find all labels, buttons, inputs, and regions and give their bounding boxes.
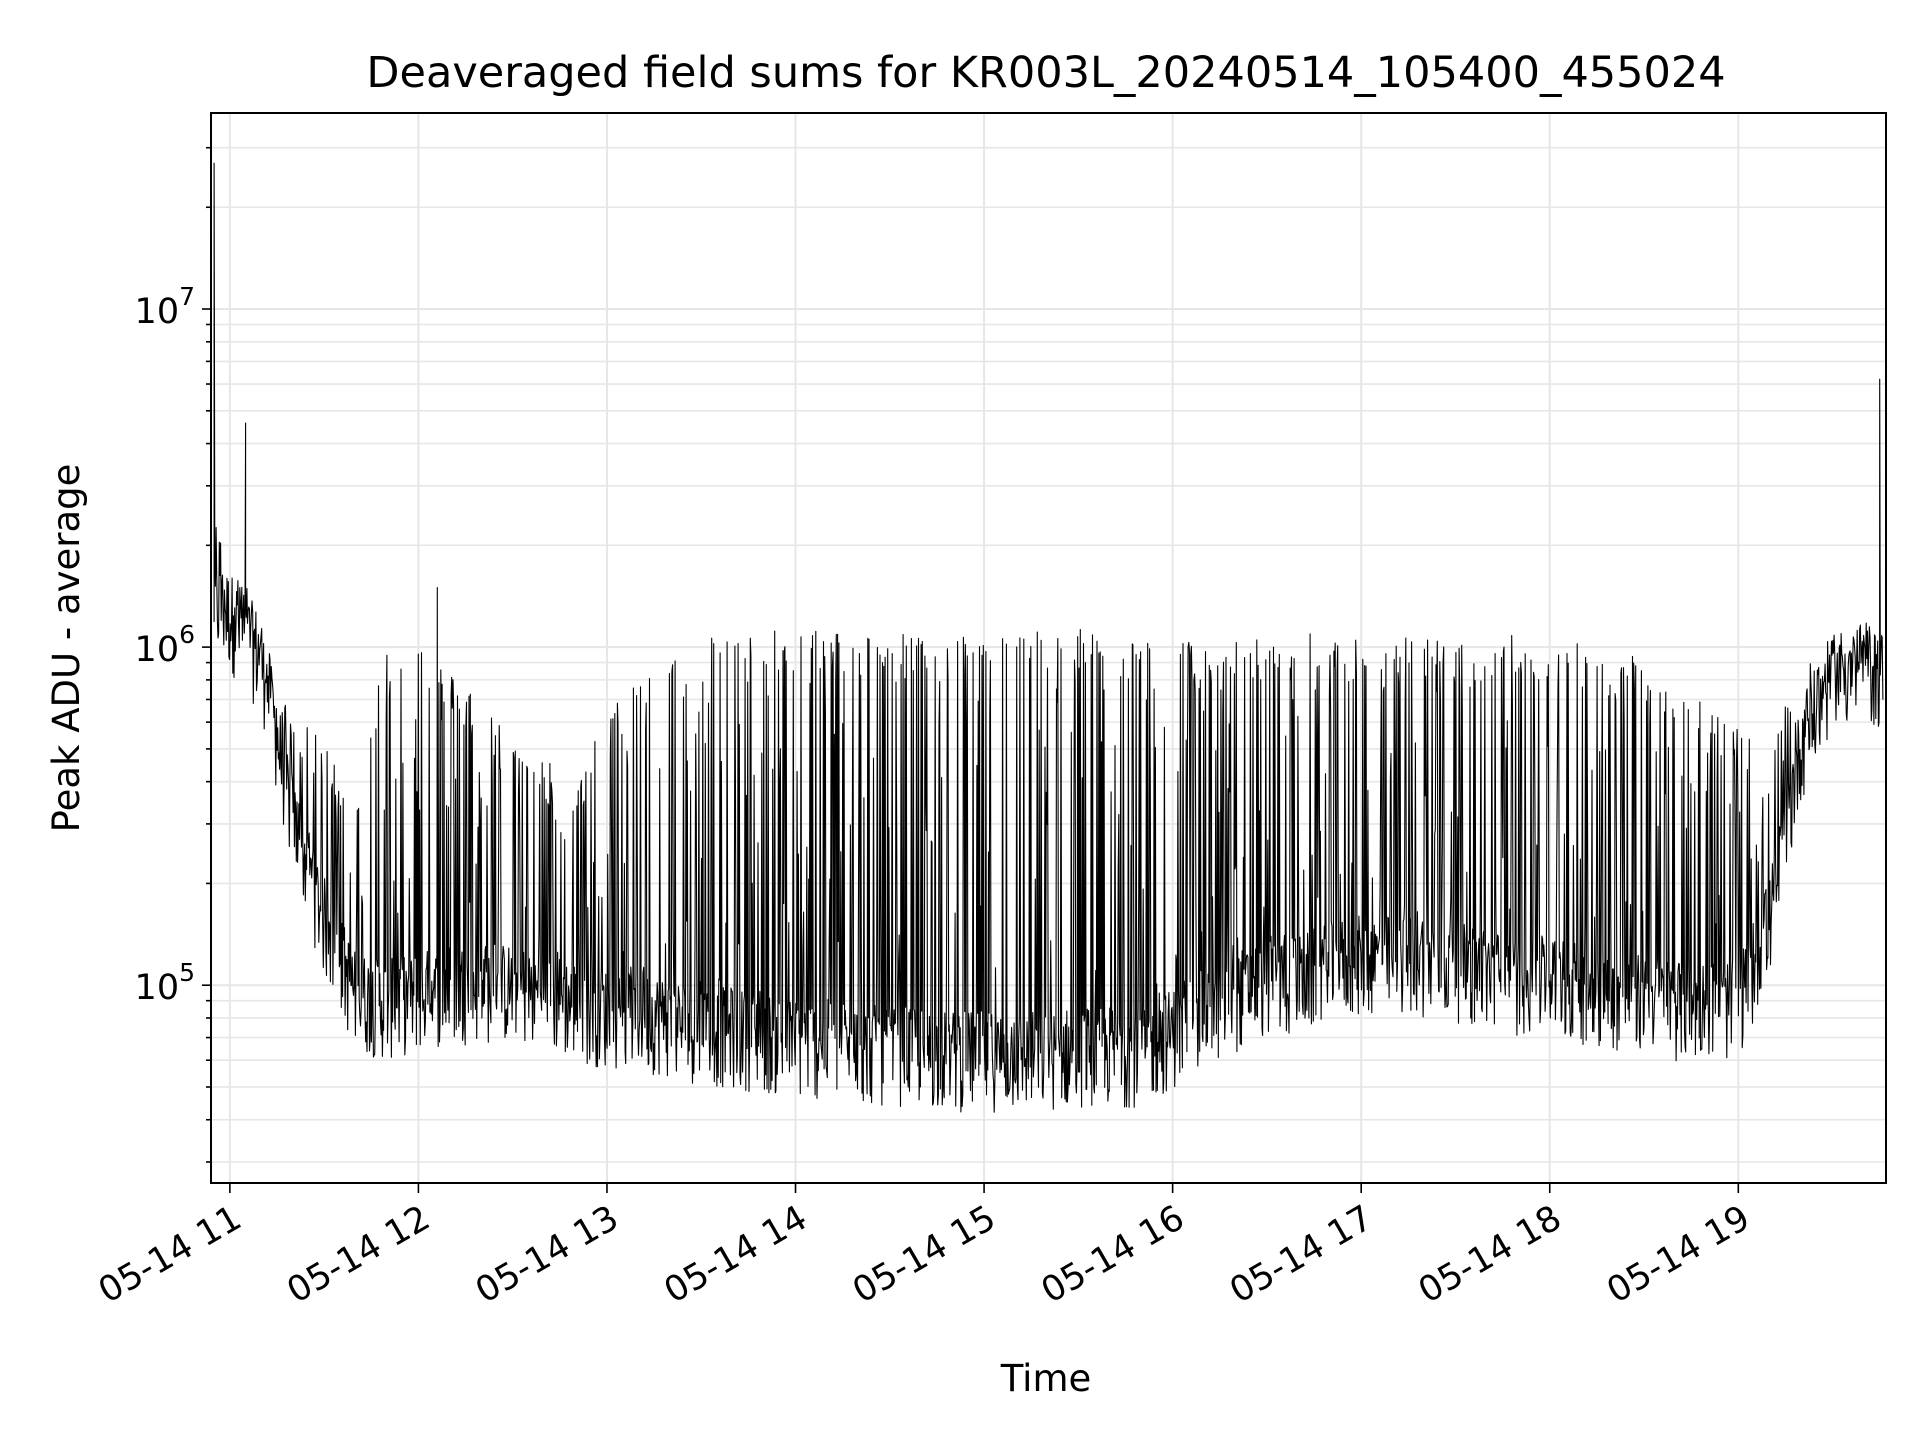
chart-title: Deaveraged field sums for KR003L_2024051… [366, 48, 1725, 98]
series-line [213, 162, 1884, 1113]
y-tick-label: 107 [135, 282, 195, 332]
plot-frame [210, 112, 1887, 1184]
y-tick-label: 105 [135, 958, 195, 1008]
y-axis-label: Peak ADU - average [45, 464, 88, 833]
y-tick-label: 106 [135, 620, 195, 670]
data-series [213, 162, 1884, 1113]
x-axis-label: Time [1000, 1357, 1092, 1400]
